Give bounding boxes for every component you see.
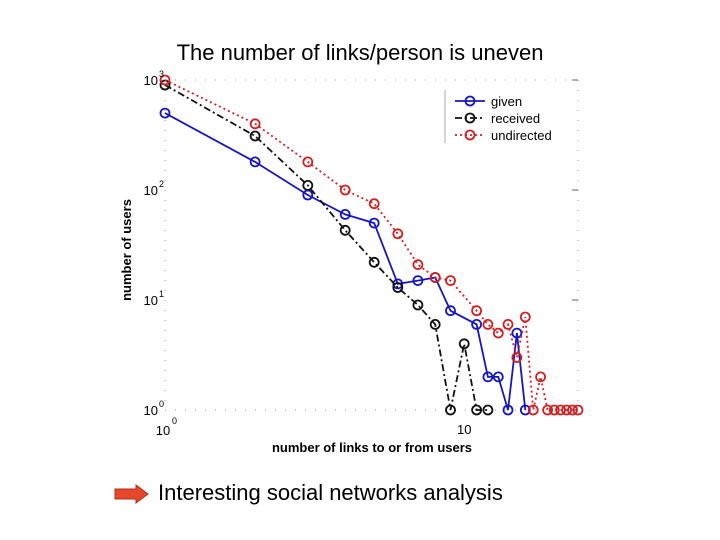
data-point-undirected [392,228,404,240]
right-arrow-icon [114,484,149,504]
data-point-undirected [542,404,553,416]
data-point-given [511,327,523,339]
data-point-received [482,404,494,416]
data-point-undirected [561,404,573,416]
data-point-received [412,299,424,311]
y-tick-exponent: 2 [159,179,164,189]
y-tick-label: 10 [144,293,158,308]
data-point-undirected [527,404,539,416]
legend-marker-undirected [464,129,476,141]
y-tick-label: 10 [144,183,158,198]
series-line-given [164,112,527,411]
data-point-given [249,156,261,168]
data-point-undirected [302,156,314,168]
data-point-undirected [548,404,560,416]
data-point-undirected [249,118,261,130]
data-point-undirected [471,305,483,317]
y-tick-label: 10 [144,73,158,88]
data-point-received [302,179,314,191]
y-tick-exponent: 3 [159,69,164,79]
data-point-received [471,404,483,416]
data-point-undirected [535,371,546,383]
data-point-given [519,404,531,416]
data-point-undirected [567,404,578,416]
data-point-given [492,371,504,383]
legend: given received undirected [444,90,552,143]
legend-label-undirected: undirected [491,128,552,143]
y-tick-exponent: 0 [159,399,164,409]
data-point-undirected [339,184,351,196]
data-point-given [368,217,380,229]
legend-marker-received [464,112,476,124]
x-tick-label: 10 [457,422,471,437]
y-axis-label: number of users [119,199,134,301]
series-layer [159,74,584,416]
data-point-undirected [555,404,566,416]
legend-label-given: given [491,94,522,109]
data-point-undirected [492,327,504,339]
data-point-received [392,282,404,293]
data-point-undirected [368,198,380,210]
data-point-undirected [412,259,424,271]
data-point-received [458,338,470,350]
data-point-undirected [445,275,456,287]
data-point-given [339,208,351,220]
data-point-received [445,404,456,416]
data-point-undirected [519,311,531,323]
slide-title: The number of links/person is uneven [176,40,544,65]
x-tick-label: 10 [156,423,170,438]
data-point-undirected [159,74,171,86]
x-tick-exponent: 0 [172,416,177,426]
bullet-text: Interesting social networks analysis [158,480,503,505]
minor-tick-layer [572,79,578,411]
series-line-received [164,84,488,411]
data-point-undirected [572,404,584,416]
data-point-received [339,224,351,236]
data-point-given [482,371,494,383]
legend-label-received: received [491,111,540,126]
data-point-received [368,256,380,268]
data-point-undirected [511,352,523,363]
data-point-undirected [429,272,441,283]
y-tick-exponent: 1 [159,289,164,299]
data-point-undirected [482,318,494,330]
y-tick-label: 10 [144,403,158,418]
data-point-given [502,404,514,416]
data-point-given [412,275,424,287]
data-point-given [445,305,456,317]
data-point-given [159,107,171,119]
data-point-received [429,318,441,330]
legend-marker-given [464,95,476,107]
data-point-received [249,130,261,142]
data-point-undirected [502,318,514,330]
x-axis-label: number of links to or from users [272,440,472,455]
data-point-given [471,318,483,330]
